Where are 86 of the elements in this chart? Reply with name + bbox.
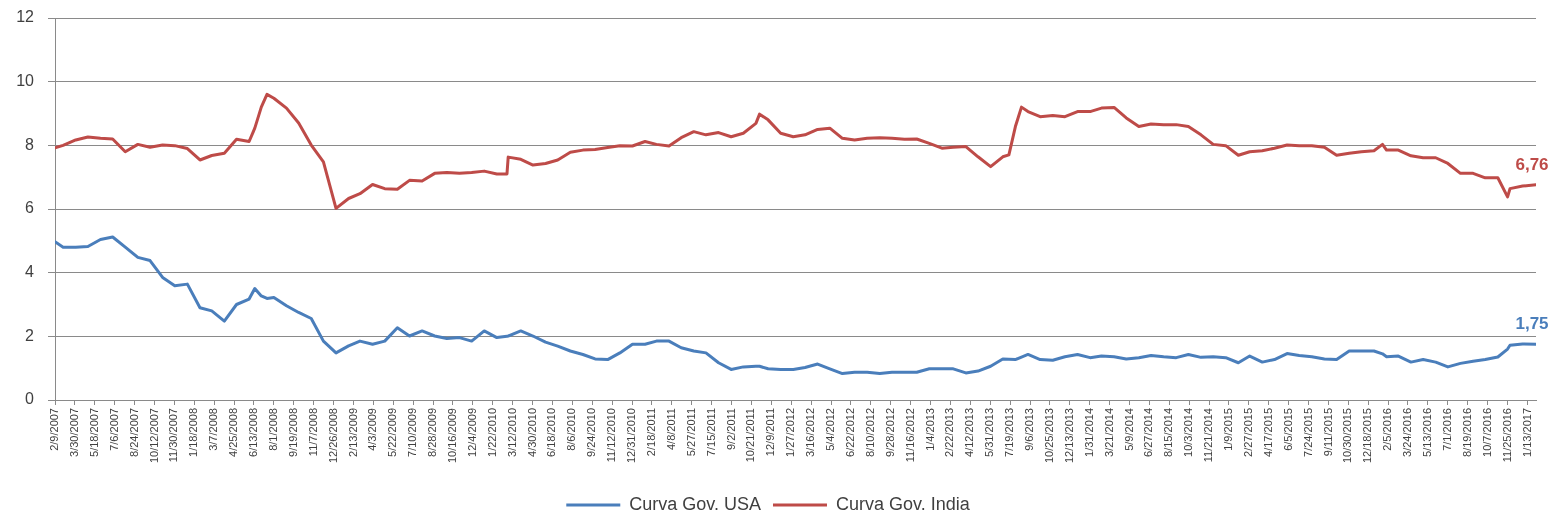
x-tick-label: 1/18/2008	[187, 408, 200, 457]
x-tick-label: 3/24/2016	[1400, 408, 1413, 457]
x-tick-label: 5/22/2009	[386, 408, 399, 457]
x-tick-label: 9/2/2011	[724, 408, 737, 451]
x-tick-label: 2/5/2016	[1381, 408, 1394, 451]
x-tick-label: 3/16/2012	[804, 408, 817, 457]
x-tick-label: 11/16/2012	[903, 408, 916, 463]
x-tick-label: 10/21/2011	[744, 408, 757, 463]
x-tick-label: 11/12/2010	[605, 408, 618, 463]
x-tick-label: 4/12/2013	[963, 408, 976, 457]
x-tick-label: 4/17/2015	[1261, 408, 1274, 457]
x-tick-label: 10/3/2014	[1182, 408, 1195, 457]
x-tick-label: 1/27/2012	[784, 408, 797, 457]
x-tick-label: 1/13/2017	[1520, 408, 1533, 457]
x-tick-label: 7/6/2007	[107, 408, 120, 451]
x-tick-label: 6/27/2014	[1142, 408, 1155, 457]
x-tick-label: 9/6/2013	[1023, 408, 1036, 451]
x-tick-label: 2/27/2015	[1241, 408, 1254, 457]
x-tick-label: 11/7/2008	[306, 408, 319, 457]
x-tick-label: 10/30/2015	[1341, 408, 1354, 464]
x-tick-label: 1/31/2014	[1082, 408, 1095, 457]
x-tick-label: 9/24/2010	[585, 408, 598, 457]
x-tick-label: 8/28/2009	[426, 408, 439, 457]
x-tick-label: 2/22/2013	[943, 408, 956, 457]
x-tick-label: 10/7/2016	[1480, 408, 1493, 457]
x-tick-label: 10/25/2013	[1042, 408, 1055, 464]
x-tick-label: 5/9/2014	[1122, 408, 1135, 451]
y-tick-label: 2	[25, 326, 35, 344]
x-tick-label: 4/8/2011	[664, 408, 677, 451]
x-tick-label: 6/5/2015	[1281, 408, 1294, 451]
x-tick-label: 3/7/2008	[207, 408, 220, 451]
x-tick-label: 7/24/2015	[1301, 408, 1314, 457]
x-tick-label: 11/30/2007	[167, 408, 180, 463]
x-tick-label: 10/16/2009	[446, 408, 458, 464]
x-tick-label: 11/21/2014	[1202, 408, 1215, 463]
x-tick-label: 5/18/2007	[87, 408, 100, 457]
y-tick-label: 10	[16, 72, 35, 90]
x-tick-label: 2/18/2011	[644, 408, 657, 457]
x-tick-label: 5/27/2011	[684, 408, 697, 457]
x-tick-label: 12/26/2008	[326, 408, 339, 464]
x-tick-label: 7/10/2009	[406, 408, 419, 457]
x-tick-label: 12/13/2013	[1062, 408, 1075, 464]
y-tick-label: 0	[25, 390, 35, 408]
data-label: 6,76	[1515, 154, 1549, 174]
x-tick-label: 4/30/2010	[525, 408, 538, 457]
x-tick-label: 6/18/2010	[545, 408, 558, 457]
x-tick-label: 3/30/2007	[67, 408, 80, 457]
x-tick-label: 9/11/2015	[1321, 408, 1334, 457]
x-tick-label: 12/18/2015	[1361, 408, 1374, 464]
x-tick-label: 11/25/2016	[1500, 408, 1513, 463]
x-tick-label: 5/31/2013	[983, 408, 996, 457]
data-label: 1,75	[1515, 314, 1549, 334]
x-tick-label: 8/1/2008	[266, 408, 279, 451]
x-tick-label: 8/15/2014	[1162, 408, 1175, 457]
x-tick-label: 8/24/2007	[127, 408, 140, 457]
y-tick-label: 12	[16, 8, 35, 26]
x-tick-label: 10/12/2007	[147, 408, 160, 464]
x-tick-label: 9/28/2012	[883, 408, 896, 457]
x-tick-label: 8/19/2016	[1460, 408, 1473, 457]
legend-label: Curva Gov. USA	[629, 493, 761, 513]
x-tick-label: 8/6/2010	[565, 408, 578, 451]
x-tick-label: 8/10/2012	[863, 408, 876, 457]
x-tick-label: 1/9/2015	[1222, 408, 1235, 451]
x-tick-label: 12/9/2011	[764, 408, 777, 457]
x-tick-label: 4/3/2009	[366, 408, 379, 451]
x-tick-label: 6/13/2008	[247, 408, 260, 457]
y-tick-label: 4	[25, 263, 35, 281]
x-tick-label: 2/9/2007	[48, 408, 61, 451]
y-tick-label: 6	[25, 199, 35, 217]
y-tick-label: 8	[25, 135, 35, 153]
x-tick-label: 7/19/2013	[1003, 408, 1016, 457]
x-tick-label: 12/4/2009	[465, 408, 478, 457]
x-tick-label: 1/4/2013	[923, 408, 936, 451]
x-tick-label: 1/22/2010	[485, 408, 498, 457]
x-tick-label: 5/13/2016	[1421, 408, 1434, 457]
x-tick-label: 5/4/2012	[824, 408, 837, 451]
x-tick-label: 7/1/2016	[1440, 408, 1453, 451]
x-tick-label: 7/15/2011	[704, 408, 717, 457]
x-tick-label: 3/12/2010	[505, 408, 518, 457]
x-tick-label: 4/25/2008	[227, 408, 240, 457]
x-tick-label: 6/22/2012	[843, 408, 856, 457]
x-tick-label: 9/19/2008	[286, 408, 299, 457]
x-tick-label: 2/13/2009	[346, 408, 359, 457]
legend-label: Curva Gov. India	[835, 493, 971, 513]
x-tick-label: 12/31/2010	[625, 408, 638, 464]
x-tick-label: 3/21/2014	[1102, 408, 1115, 457]
